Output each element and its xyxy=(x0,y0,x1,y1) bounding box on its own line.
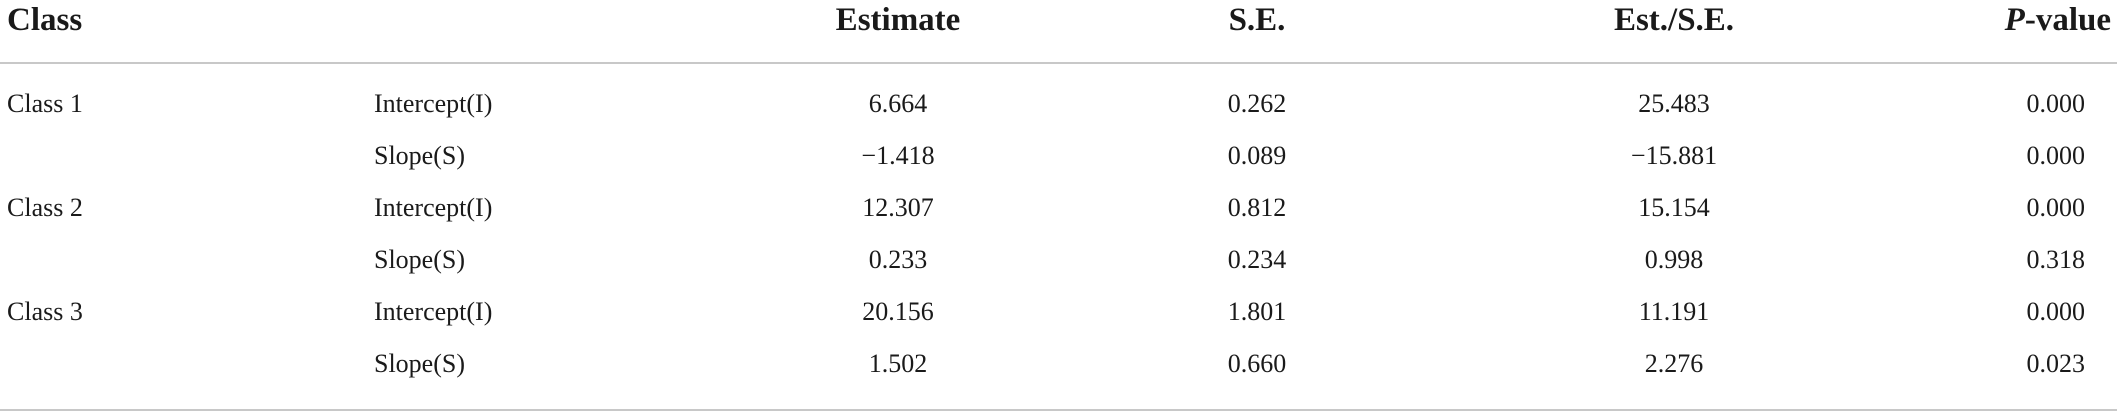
cell-est-se: 0.998 xyxy=(1644,245,1704,274)
table-header-row: Class Estimate S.E. Est./S.E. P-value xyxy=(0,0,2117,62)
table-row: Class 2 Intercept(I) 12.307 0.812 15.154… xyxy=(0,188,2117,240)
header-se: S.E. xyxy=(1228,2,1286,38)
table-row: Slope(S) 1.502 0.660 2.276 0.023 xyxy=(0,344,2117,396)
cell-parameter: Slope(S) xyxy=(374,245,465,274)
cell-estimate: 20.156 xyxy=(862,297,934,326)
cell-est-se: −15.881 xyxy=(1630,141,1718,170)
cell-parameter: Intercept(I) xyxy=(374,89,493,118)
cell-se: 0.660 xyxy=(1227,349,1287,378)
cell-se: 0.812 xyxy=(1227,193,1287,222)
cell-se: 0.234 xyxy=(1227,245,1287,274)
cell-parameter: Intercept(I) xyxy=(374,193,493,222)
bottom-rule xyxy=(0,409,2117,411)
cell-p-value: 0.318 xyxy=(2026,245,2086,274)
cell-se: 1.801 xyxy=(1227,297,1287,326)
table-row: Slope(S) 0.233 0.234 0.998 0.318 xyxy=(0,240,2117,292)
cell-parameter: Slope(S) xyxy=(374,349,465,378)
cell-class: Class 2 xyxy=(7,193,83,222)
cell-se: 0.089 xyxy=(1227,141,1287,170)
header-p-letter: P xyxy=(2004,2,2025,38)
cell-est-se: 11.191 xyxy=(1638,297,1710,326)
table-row: Class 1 Intercept(I) 6.664 0.262 25.483 … xyxy=(0,84,2117,136)
cell-estimate: 6.664 xyxy=(868,89,928,118)
header-p-suffix: -value xyxy=(2024,2,2111,38)
cell-class: Class 1 xyxy=(7,89,83,118)
header-estimate: Estimate xyxy=(835,2,961,38)
table-row: Slope(S) −1.418 0.089 −15.881 0.000 xyxy=(0,136,2117,188)
cell-est-se: 15.154 xyxy=(1638,193,1710,222)
cell-estimate: 0.233 xyxy=(868,245,928,274)
cell-p-value: 0.023 xyxy=(2026,349,2086,378)
cell-parameter: Intercept(I) xyxy=(374,297,493,326)
cell-se: 0.262 xyxy=(1227,89,1287,118)
cell-p-value: 0.000 xyxy=(2026,297,2086,326)
cell-estimate: 12.307 xyxy=(862,193,934,222)
cell-p-value: 0.000 xyxy=(2026,89,2086,118)
cell-p-value: 0.000 xyxy=(2026,193,2086,222)
header-p-value: P-value xyxy=(2005,0,2111,40)
cell-class: Class 3 xyxy=(7,297,83,326)
cell-est-se: 2.276 xyxy=(1644,349,1704,378)
header-class: Class xyxy=(7,2,83,38)
cell-est-se: 25.483 xyxy=(1638,89,1710,118)
cell-estimate: −1.418 xyxy=(861,141,935,170)
cell-parameter: Slope(S) xyxy=(374,141,465,170)
table-row: Class 3 Intercept(I) 20.156 1.801 11.191… xyxy=(0,292,2117,344)
header-est-se: Est./S.E. xyxy=(1613,2,1735,38)
cell-estimate: 1.502 xyxy=(868,349,928,378)
header-rule xyxy=(0,62,2117,64)
cell-p-value: 0.000 xyxy=(2026,141,2086,170)
